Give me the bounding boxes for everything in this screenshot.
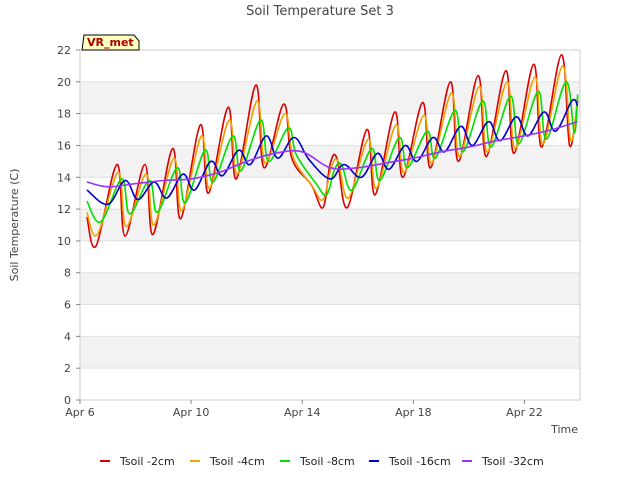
legend-label: Tsoil -32cm xyxy=(481,455,544,468)
y-axis-label: Soil Temperature (C) xyxy=(8,169,21,282)
series-line xyxy=(86,65,579,237)
grid-band xyxy=(80,336,580,369)
legend-item: Tsoil -4cm xyxy=(190,455,265,468)
station-badge: VR_met xyxy=(81,34,140,51)
y-tick-label: 12 xyxy=(57,203,71,216)
y-tick-label: 2 xyxy=(64,362,71,375)
legend: Tsoil -2cm Tsoil -4cm Tsoil -8cm Tsoil -16c… xyxy=(100,455,544,468)
grid-band xyxy=(80,240,580,273)
y-tick-label: 0 xyxy=(64,394,71,407)
legend-item: Tsoil -2cm xyxy=(100,455,175,468)
grid-band xyxy=(80,304,580,337)
x-tick-label: Apr 10 xyxy=(173,406,210,419)
series-line xyxy=(86,53,579,249)
x-tick-label: Apr 6 xyxy=(65,406,95,419)
legend-label: Tsoil -8cm xyxy=(299,455,355,468)
y-tick-label: 22 xyxy=(57,44,71,57)
grid-band xyxy=(80,272,580,305)
series-line xyxy=(86,120,578,188)
grid-band xyxy=(80,50,580,82)
y-tick-label: 16 xyxy=(57,139,71,152)
y-tick-label: 4 xyxy=(64,330,71,343)
grid-band xyxy=(80,209,580,241)
y-tick-label: 10 xyxy=(57,235,71,248)
x-axis-label: Time xyxy=(550,423,578,436)
y-tick-label: 6 xyxy=(64,299,71,312)
y-tick-label: 18 xyxy=(57,108,71,121)
y-tick-label: 20 xyxy=(57,76,71,89)
y-tick-label: 8 xyxy=(64,267,71,280)
x-tick-label: Apr 22 xyxy=(506,406,543,419)
plot-frame xyxy=(79,49,581,401)
x-tick-label: Apr 18 xyxy=(395,406,432,419)
series-line xyxy=(86,80,579,224)
series-group xyxy=(86,53,579,249)
legend-item: Tsoil -16cm xyxy=(369,455,451,468)
legend-label: Tsoil -4cm xyxy=(209,455,265,468)
legend-item: Tsoil -8cm xyxy=(280,455,355,468)
y-axis: 0 2 4 6 8 10 12 14 16 18 20 22 xyxy=(57,44,80,407)
legend-item: Tsoil -32cm xyxy=(462,455,544,468)
x-axis: Apr 6 Apr 10 Apr 14 Apr 18 Apr 22 xyxy=(65,400,543,419)
station-badge-label: VR_met xyxy=(87,36,134,49)
legend-label: Tsoil -16cm xyxy=(388,455,451,468)
x-tick-label: Apr 14 xyxy=(284,406,321,419)
y-tick-label: 14 xyxy=(57,171,71,184)
chart-title: Soil Temperature Set 3 xyxy=(246,4,394,19)
grid-band xyxy=(80,113,580,146)
grid-band xyxy=(80,368,580,400)
legend-label: Tsoil -2cm xyxy=(119,455,175,468)
